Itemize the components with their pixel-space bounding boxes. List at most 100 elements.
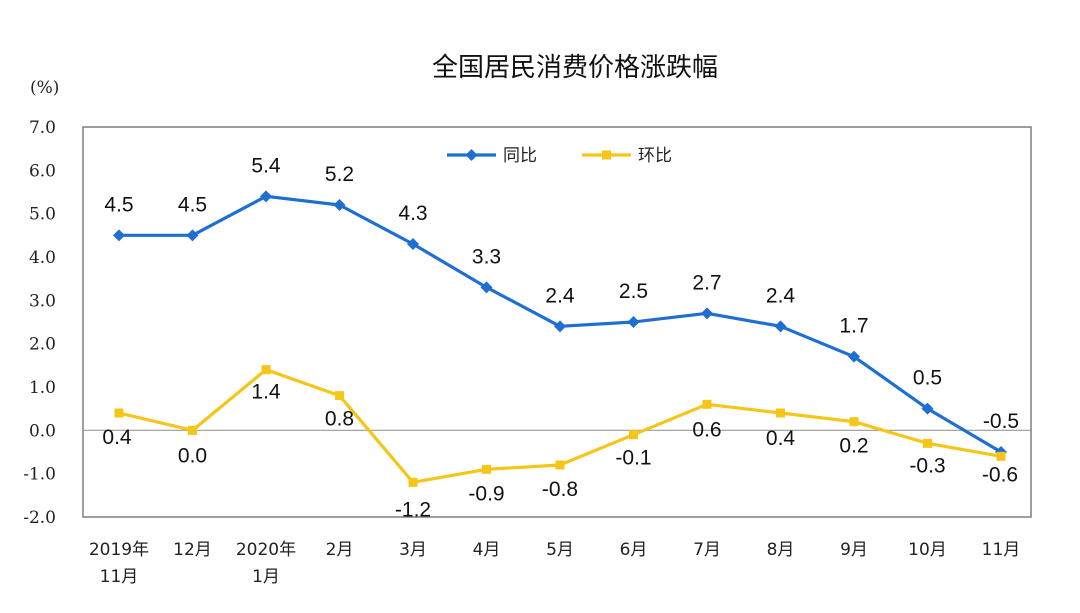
legend-label: 同比 <box>503 146 537 166</box>
data-label-yoy: -0.5 <box>983 410 1019 433</box>
data-label-yoy: 5.2 <box>325 163 354 186</box>
x-tick-label: 5月 <box>546 540 574 560</box>
x-tick-line: 5月 <box>546 540 574 560</box>
y-tick-label: 5.0 <box>29 205 56 225</box>
legend-label: 环比 <box>638 146 672 166</box>
data-point-mom <box>335 391 344 401</box>
data-point-mom <box>923 438 932 448</box>
x-tick-label: 7月 <box>693 540 721 560</box>
data-point-yoy <box>848 350 860 363</box>
x-tick-line: 3月 <box>399 540 427 560</box>
x-tick-label: 11月 <box>982 540 1021 560</box>
data-label-mom: 0.2 <box>839 435 868 458</box>
data-label-mom: -0.8 <box>542 478 578 501</box>
legend: 同比 环比 <box>447 146 672 166</box>
data-point-mom <box>482 464 491 474</box>
data-label-yoy: 5.4 <box>251 154 281 177</box>
data-label-mom: 0.8 <box>325 408 354 431</box>
data-label-yoy: 3.3 <box>472 245 501 268</box>
data-label-mom: -1.2 <box>395 498 431 521</box>
data-label-yoy: 2.4 <box>545 284 575 307</box>
data-point-yoy <box>260 190 272 203</box>
x-tick-line: 10月 <box>908 540 947 560</box>
data-label-yoy: 1.7 <box>839 315 868 338</box>
data-label-mom: 0.0 <box>178 444 207 467</box>
x-tick-label: 12月 <box>173 540 212 560</box>
x-tick-line: 7月 <box>693 540 721 560</box>
y-tick-label: 7.0 <box>29 118 56 138</box>
x-tick-label: 2019年 11月 <box>89 540 149 587</box>
x-tick-line: 2月 <box>326 540 354 560</box>
data-label-mom: 1.4 <box>251 381 281 404</box>
data-label-mom: 0.4 <box>102 426 132 449</box>
chart-title: 全国居民消费价格涨跌幅 <box>432 53 718 83</box>
y-tick-label: 0.0 <box>29 421 56 441</box>
x-tick-line: 2020年 <box>236 540 296 560</box>
data-label-mom: -0.6 <box>982 463 1018 486</box>
x-tick-line: 4月 <box>473 540 501 560</box>
data-point-yoy <box>774 320 787 333</box>
x-axis-ticks: 2019年 11月 12月 2020年 1月 2月 3月 4月 5月 6月 7月 8月 9月 10月 11月 <box>89 540 1020 587</box>
x-tick-line: 9月 <box>840 540 868 560</box>
x-tick-label: 2020年 1月 <box>236 540 296 587</box>
data-point-mom <box>114 408 124 418</box>
x-tick-line: 2019年 <box>89 540 149 560</box>
data-point-yoy <box>480 281 493 294</box>
y-tick-label: 3.0 <box>29 291 56 311</box>
data-label-yoy: 4.5 <box>178 193 207 216</box>
x-tick-line: 1月 <box>252 567 280 587</box>
data-point-mom <box>555 460 565 470</box>
legend-marker-square <box>602 150 611 160</box>
data-label-yoy: 2.7 <box>692 271 721 294</box>
x-tick-label: 9月 <box>840 540 868 560</box>
data-point-mom <box>629 430 638 440</box>
x-tick-label: 2月 <box>326 540 354 560</box>
y-unit-label: (%) <box>30 78 59 98</box>
data-label-yoy: 4.3 <box>398 202 427 225</box>
data-point-mom <box>996 451 1006 461</box>
y-tick-label: -1.0 <box>23 465 56 485</box>
x-tick-label: 10月 <box>908 540 947 560</box>
x-tick-label: 6月 <box>620 540 648 560</box>
x-tick-line: 6月 <box>620 540 648 560</box>
data-label-mom: 0.4 <box>766 427 796 450</box>
data-point-mom <box>776 408 785 418</box>
data-point-mom <box>849 417 859 427</box>
y-tick-label: 1.0 <box>29 378 56 398</box>
data-point-yoy <box>554 320 566 333</box>
y-tick-label: 2.0 <box>29 335 56 355</box>
x-tick-label: 3月 <box>399 540 427 560</box>
plot-area-frame <box>82 126 1032 518</box>
y-tick-label: -2.0 <box>23 508 56 528</box>
data-label-mom: -0.3 <box>909 454 945 477</box>
x-tick-label: 4月 <box>473 540 501 560</box>
data-point-mom <box>188 425 197 435</box>
data-point-mom <box>702 399 712 409</box>
series-layer: 4.5 4.5 5.4 5.2 4.3 3.3 2.4 2.5 2.7 2.4 1.7 0.5 -0.5… <box>102 154 1019 521</box>
y-tick-label: 4.0 <box>29 248 56 268</box>
y-tick-label: 6.0 <box>29 161 56 181</box>
legend-marker-diamond <box>465 149 478 161</box>
data-point-yoy <box>701 307 713 320</box>
data-point-yoy <box>113 229 125 242</box>
data-point-mom <box>408 477 418 487</box>
x-tick-line: 11月 <box>982 540 1021 560</box>
data-point-yoy <box>921 402 934 415</box>
data-label-yoy: 0.5 <box>913 367 942 390</box>
x-tick-line: 8月 <box>767 540 795 560</box>
x-tick-label: 8月 <box>767 540 795 560</box>
data-point-yoy <box>333 199 346 211</box>
data-label-yoy: 4.5 <box>104 193 133 216</box>
data-label-mom: -0.9 <box>468 482 504 505</box>
data-label-mom: 0.6 <box>692 418 721 441</box>
data-point-yoy <box>407 238 419 250</box>
data-point-yoy <box>186 229 199 242</box>
x-tick-line: 11月 <box>100 567 139 587</box>
y-axis-ticks: 7.0 6.0 5.0 4.0 3.0 2.0 1.0 0.0 -1.0 -2.0 <box>23 118 56 528</box>
x-tick-line: 12月 <box>173 540 212 560</box>
data-label-mom: -0.1 <box>615 447 651 470</box>
data-label-yoy: 2.5 <box>619 280 648 303</box>
data-point-yoy <box>627 316 640 328</box>
data-point-mom <box>261 365 271 375</box>
